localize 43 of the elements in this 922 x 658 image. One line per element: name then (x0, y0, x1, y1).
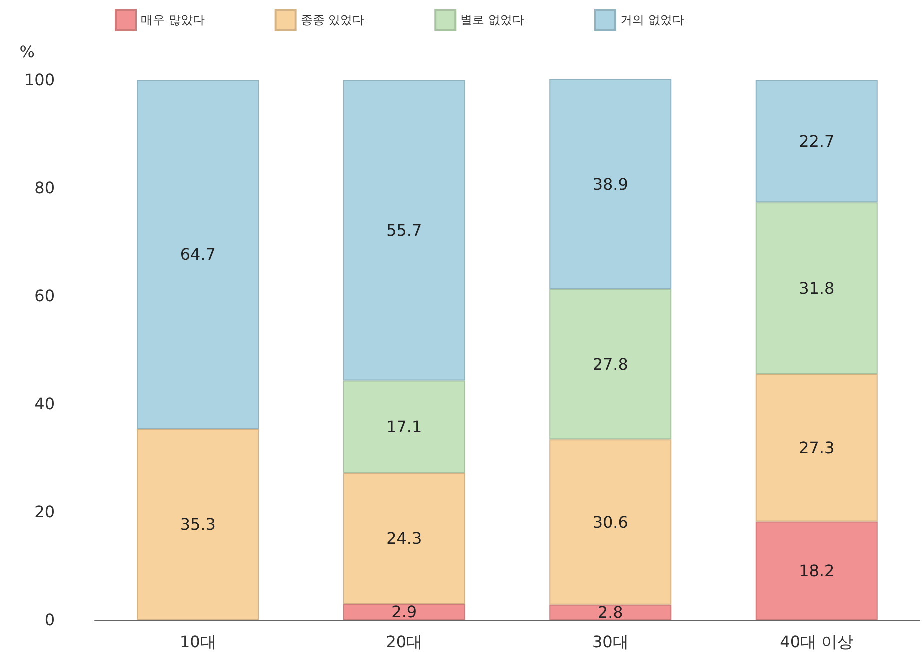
data-label: 22.7 (799, 132, 835, 151)
data-label: 2.8 (598, 602, 624, 622)
x-tick-label: 40대 이상 (780, 632, 854, 652)
bar (137, 429, 260, 620)
data-label: 35.3 (180, 515, 216, 534)
data-label: 27.8 (592, 355, 628, 374)
bar (550, 440, 672, 605)
bar (137, 80, 260, 430)
legend-label: 거의 없었다 (620, 13, 684, 27)
data-label: 64.7 (180, 245, 216, 264)
data-label: 17.1 (386, 417, 422, 436)
y-tick-label: 40 (34, 394, 55, 414)
bar (756, 522, 878, 620)
data-label: 27.3 (799, 438, 835, 458)
y-tick-label: 100 (24, 70, 55, 90)
bar (756, 374, 878, 522)
x-tick-label: 30대 (592, 632, 629, 652)
data-label: 2.9 (392, 602, 418, 622)
y-tick-label: 80 (34, 178, 55, 198)
bar (343, 80, 466, 381)
bar (756, 202, 878, 374)
bar (343, 604, 466, 620)
bar (343, 380, 466, 474)
bar (550, 80, 672, 290)
bar (550, 290, 672, 440)
x-tick-label: 20대 (386, 632, 423, 652)
data-label: 55.7 (386, 220, 422, 240)
x-tick-label: 10대 (180, 632, 216, 652)
legend-label: 별로 없었다 (460, 13, 524, 27)
y-axis-title: % (20, 42, 35, 62)
data-label: 38.9 (592, 175, 628, 194)
y-tick-label: 0 (44, 610, 55, 630)
data-label: 24.3 (386, 529, 422, 548)
bar (756, 80, 878, 203)
bar (343, 473, 466, 604)
data-label: 18.2 (799, 561, 835, 580)
legend-label: 종종 있었다 (300, 13, 365, 27)
bar (550, 604, 672, 620)
data-label: 30.6 (592, 512, 628, 532)
data-label: 31.8 (799, 278, 835, 298)
y-tick-label: 60 (34, 286, 55, 306)
y-tick-label: 20 (34, 502, 55, 522)
legend-label: 매우 많았다 (141, 13, 205, 27)
